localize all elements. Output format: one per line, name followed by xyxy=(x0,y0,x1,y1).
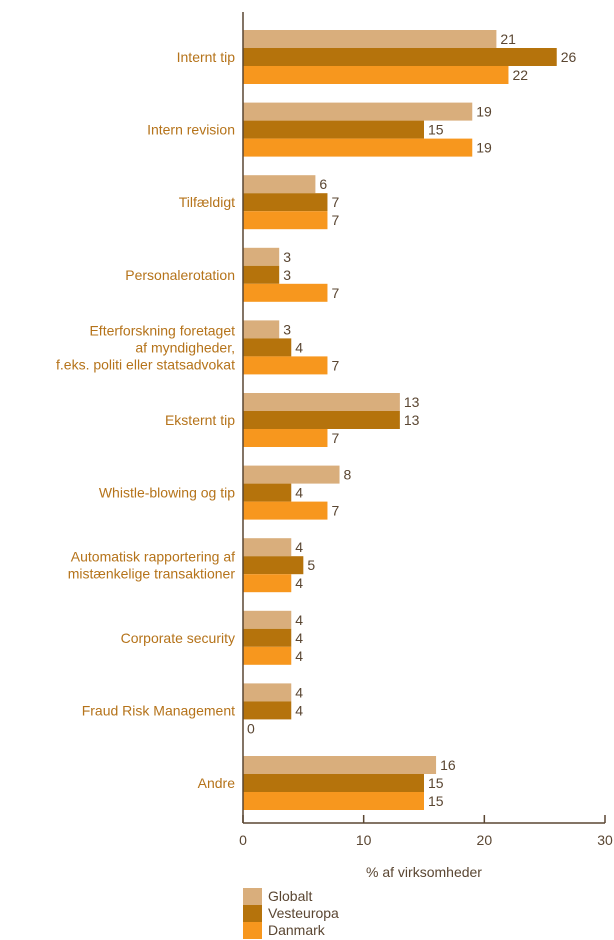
legend-label-globalt: Globalt xyxy=(268,888,312,904)
x-tick-label-10: 10 xyxy=(356,832,372,848)
bar-vesteuropa-0 xyxy=(243,48,557,66)
bar-danmark-10 xyxy=(243,792,424,810)
bar-vesteuropa-9 xyxy=(243,701,292,720)
bar-globalt-0 xyxy=(243,30,497,48)
bar-vesteuropa-3 xyxy=(243,265,280,284)
value-label-danmark-8: 4 xyxy=(295,648,303,664)
value-label-danmark-7: 4 xyxy=(295,575,303,591)
value-label-vesteuropa-6: 4 xyxy=(295,485,303,501)
bar-vesteuropa-4 xyxy=(243,338,292,357)
category-label-7-line-1: mistænkelige transaktioner xyxy=(68,566,236,582)
value-label-vesteuropa-8: 4 xyxy=(295,630,303,646)
bar-vesteuropa-7 xyxy=(243,556,304,575)
legend-swatch-vesteuropa xyxy=(243,905,262,922)
axes: 0 10 20 30% af virksomheder xyxy=(239,12,613,880)
legend-label-danmark: Danmark xyxy=(268,922,326,938)
value-label-danmark-2: 7 xyxy=(331,212,339,228)
value-label-globalt-4: 3 xyxy=(283,321,291,337)
bar-globalt-6 xyxy=(243,465,340,484)
value-label-danmark-5: 7 xyxy=(331,430,339,446)
bar-globalt-7 xyxy=(243,538,292,557)
value-label-globalt-3: 3 xyxy=(283,249,291,265)
value-label-vesteuropa-2: 7 xyxy=(331,194,339,210)
legend-swatch-globalt xyxy=(243,888,262,905)
bar-danmark-6 xyxy=(243,501,328,520)
category-label-4-line-1: af myndigheder, xyxy=(135,339,235,355)
legend-label-vesteuropa: Vesteuropa xyxy=(268,905,339,921)
category-label-3: Personalerotation xyxy=(125,267,235,283)
bar-globalt-1 xyxy=(243,102,473,121)
value-label-globalt-2: 6 xyxy=(319,176,327,192)
bar-danmark-5 xyxy=(243,429,328,447)
value-label-vesteuropa-1: 15 xyxy=(428,122,444,138)
category-label-6: Whistle-blowing og tip xyxy=(99,485,235,501)
category-label-9: Fraud Risk Management xyxy=(82,702,235,718)
bar-globalt-10 xyxy=(243,756,437,774)
bar-vesteuropa-2 xyxy=(243,193,328,212)
value-label-danmark-4: 7 xyxy=(331,357,339,373)
category-label-4-line-2: f.eks. politi eller statsadvokat xyxy=(56,356,235,372)
value-label-vesteuropa-3: 3 xyxy=(283,267,291,283)
bar-globalt-9 xyxy=(243,683,292,702)
value-label-globalt-7: 4 xyxy=(295,539,303,555)
bar-danmark-4 xyxy=(243,356,328,375)
value-label-globalt-5: 13 xyxy=(404,394,420,410)
bar-vesteuropa-10 xyxy=(243,774,424,792)
value-label-vesteuropa-4: 4 xyxy=(295,339,303,355)
bar-danmark-7 xyxy=(243,574,292,593)
value-label-vesteuropa-0: 26 xyxy=(561,49,577,65)
bar-danmark-2 xyxy=(243,211,328,230)
bar-danmark-1 xyxy=(243,138,473,157)
bar-globalt-4 xyxy=(243,320,280,339)
category-label-1: Intern revision xyxy=(147,122,235,138)
value-label-danmark-3: 7 xyxy=(331,285,339,301)
category-label-4-line-0: Efterforskning foretaget xyxy=(89,322,235,338)
value-label-danmark-10: 15 xyxy=(428,793,444,809)
bar-vesteuropa-1 xyxy=(243,120,424,139)
bar-globalt-5 xyxy=(243,393,400,411)
bar-vesteuropa-6 xyxy=(243,483,292,502)
bars-layer xyxy=(243,30,557,810)
value-label-vesteuropa-5: 13 xyxy=(404,412,420,428)
category-label-7-line-0: Automatisk rapportering af xyxy=(71,549,235,565)
value-label-vesteuropa-7: 5 xyxy=(307,557,315,573)
category-label-5: Eksternt tip xyxy=(165,412,235,428)
bar-vesteuropa-8 xyxy=(243,628,292,647)
legend-swatch-danmark xyxy=(243,922,262,939)
value-label-vesteuropa-9: 4 xyxy=(295,702,303,718)
category-label-2: Tilfældigt xyxy=(179,194,235,210)
value-label-globalt-9: 4 xyxy=(295,684,303,700)
value-label-globalt-0: 21 xyxy=(500,31,516,47)
x-axis-title: % af virksomheder xyxy=(366,864,482,880)
category-label-10: Andre xyxy=(198,775,236,791)
value-label-danmark-1: 19 xyxy=(476,140,492,156)
value-label-globalt-1: 19 xyxy=(476,104,492,120)
category-label-8: Corporate security xyxy=(121,630,235,646)
bar-vesteuropa-5 xyxy=(243,411,400,429)
value-label-danmark-6: 7 xyxy=(331,503,339,519)
value-labels: 2126221915196773373471313784745444444016… xyxy=(247,31,577,809)
value-label-globalt-6: 8 xyxy=(344,467,352,483)
bar-globalt-8 xyxy=(243,610,292,629)
value-label-globalt-8: 4 xyxy=(295,612,303,628)
value-label-danmark-0: 22 xyxy=(512,67,528,83)
value-label-danmark-9: 0 xyxy=(247,720,255,736)
category-label-0: Internt tip xyxy=(177,49,236,65)
x-tick-label-0: 0 xyxy=(239,832,247,848)
bar-globalt-2 xyxy=(243,175,316,194)
value-label-vesteuropa-10: 15 xyxy=(428,775,444,791)
bar-danmark-3 xyxy=(243,283,328,302)
x-tick-label-20: 20 xyxy=(477,832,493,848)
bar-globalt-3 xyxy=(243,247,280,266)
bar-danmark-8 xyxy=(243,646,292,665)
x-tick-label-30: 30 xyxy=(597,832,613,848)
bar-danmark-0 xyxy=(243,66,509,84)
category-labels: Internt tip Intern revision Tilfældigt Pers… xyxy=(56,49,235,791)
value-label-globalt-10: 16 xyxy=(440,757,456,773)
